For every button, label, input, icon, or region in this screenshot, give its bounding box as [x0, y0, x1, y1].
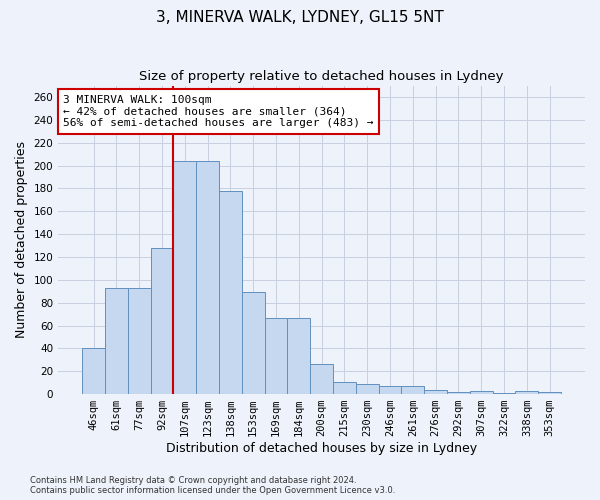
Text: 3, MINERVA WALK, LYDNEY, GL15 5NT: 3, MINERVA WALK, LYDNEY, GL15 5NT [156, 10, 444, 25]
Bar [196, 161, 219, 394]
Bar [82, 348, 105, 394]
Bar [493, 393, 515, 394]
Bar [401, 386, 424, 394]
Bar [470, 390, 493, 394]
Title: Size of property relative to detached houses in Lydney: Size of property relative to detached ho… [139, 70, 504, 83]
Bar [379, 386, 401, 394]
Bar [447, 392, 470, 394]
Bar [151, 248, 173, 394]
Bar [356, 384, 379, 394]
Bar [105, 288, 128, 394]
Bar [128, 288, 151, 394]
Text: 3 MINERVA WALK: 100sqm
← 42% of detached houses are smaller (364)
56% of semi-de: 3 MINERVA WALK: 100sqm ← 42% of detached… [64, 95, 374, 128]
Bar [424, 390, 447, 394]
Bar [287, 318, 310, 394]
Text: Contains HM Land Registry data © Crown copyright and database right 2024.
Contai: Contains HM Land Registry data © Crown c… [30, 476, 395, 495]
Y-axis label: Number of detached properties: Number of detached properties [15, 142, 28, 338]
Bar [333, 382, 356, 394]
Bar [219, 190, 242, 394]
Bar [515, 390, 538, 394]
X-axis label: Distribution of detached houses by size in Lydney: Distribution of detached houses by size … [166, 442, 477, 455]
Bar [310, 364, 333, 394]
Bar [538, 392, 561, 394]
Bar [265, 318, 287, 394]
Bar [242, 292, 265, 394]
Bar [173, 161, 196, 394]
